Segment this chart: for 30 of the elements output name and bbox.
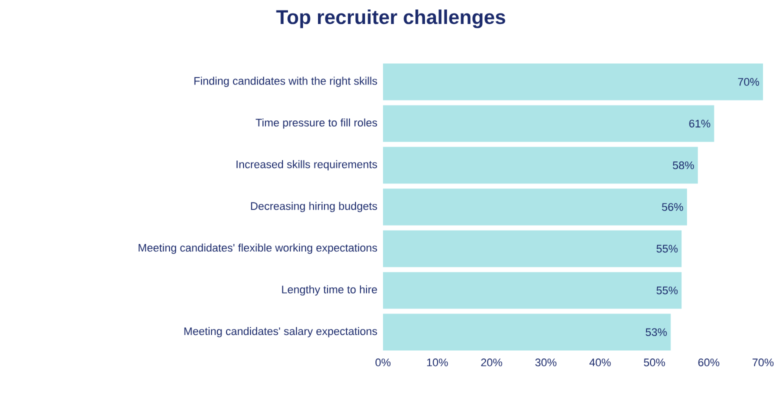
y-tick-label: Meeting candidates' flexible working expectations (138, 244, 378, 254)
bar (383, 272, 682, 309)
chart-title: Top recruiter challenges (276, 10, 506, 28)
data-label: 53% (646, 328, 667, 336)
y-tick-label: Lengthy time to hire (282, 285, 377, 296)
y-tick-label: Time pressure to fill roles (256, 118, 378, 129)
data-label: 58% (672, 161, 694, 170)
bar (383, 146, 698, 184)
data-label: 55% (656, 286, 678, 294)
x-tick-label: 40% (589, 358, 611, 366)
x-tick-label: 20% (481, 358, 502, 366)
data-label: 61% (689, 120, 710, 128)
x-tick-label: 50% (644, 358, 665, 366)
data-label: 55% (656, 244, 678, 253)
data-label: 70% (738, 78, 760, 86)
x-tick-label: 0% (376, 358, 391, 366)
bar (383, 188, 688, 226)
y-tick-label: Finding candidates with the right skills (194, 76, 378, 87)
x-tick-label: 10% (427, 358, 448, 366)
bar (383, 64, 764, 100)
bar (383, 314, 671, 350)
y-tick-label: Increased skills requirements (236, 160, 378, 170)
y-tick-label: Decreasing hiring budgets (251, 202, 378, 212)
bar (383, 230, 682, 268)
x-tick-label: 70% (752, 358, 774, 366)
y-tick-label: Meeting candidates' salary expectations (184, 327, 378, 338)
x-tick-label: 30% (535, 358, 556, 366)
data-label: 56% (662, 203, 684, 211)
bar (383, 105, 714, 142)
x-tick-label: 60% (698, 358, 720, 366)
